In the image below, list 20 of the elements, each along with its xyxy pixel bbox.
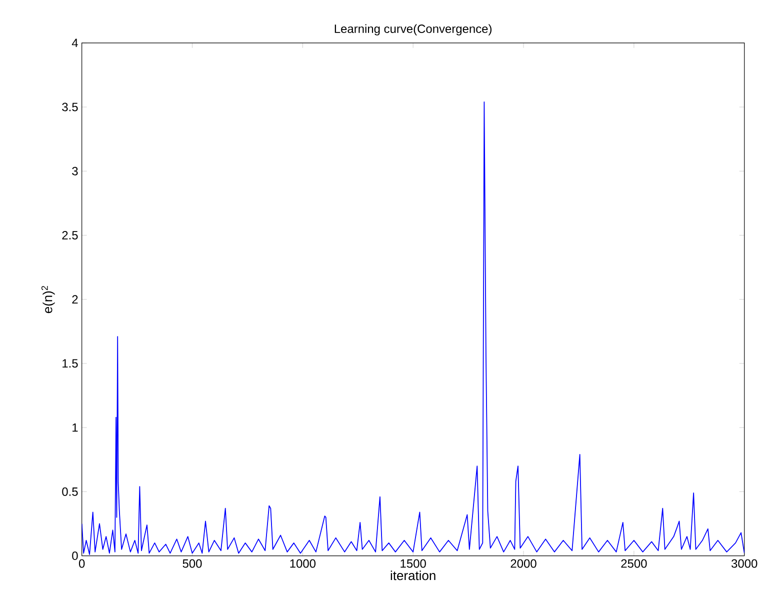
- x-tick-label: 1000: [290, 559, 316, 568]
- y-axis-title: e(n)$^{2}$: [41, 286, 55, 314]
- y-tick-label: 2.5: [62, 231, 78, 240]
- y-tick-label: 4: [72, 38, 78, 48]
- x-tick-label: 2500: [621, 559, 647, 568]
- y-tick-label: 2: [72, 295, 78, 304]
- x-axis-title: iteration: [390, 570, 436, 580]
- y-tick-label: 1.5: [62, 359, 78, 368]
- y-tick-label: 0: [72, 552, 78, 560]
- x-tick-label: 0: [78, 559, 85, 568]
- x-tick-label: 1500: [400, 559, 426, 568]
- chart-title: Learning curve(Convergence): [334, 24, 492, 36]
- x-tick-label: 3000: [732, 559, 758, 568]
- x-tick-label: 500: [182, 559, 202, 568]
- y-tick-label: 3.5: [62, 102, 78, 112]
- y-tick-label: 3: [72, 167, 78, 176]
- line-series: [82, 102, 744, 556]
- y-tick-label: 0.5: [62, 488, 78, 496]
- x-tick-label: 2000: [510, 559, 536, 568]
- y-tick-label: 1: [72, 424, 78, 432]
